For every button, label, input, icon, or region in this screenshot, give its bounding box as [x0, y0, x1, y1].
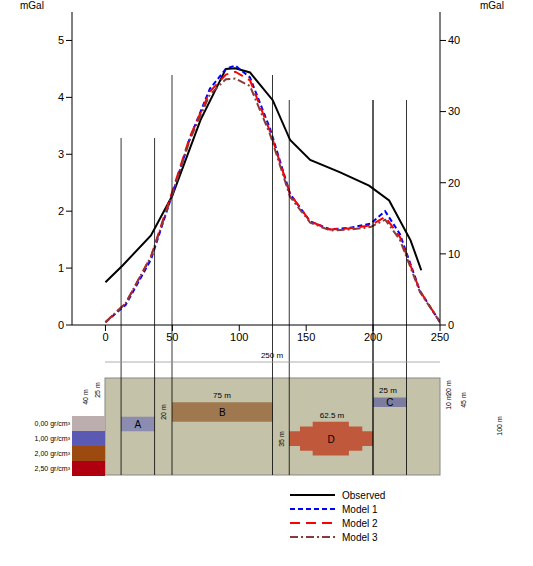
svg-text:40 m: 40 m: [82, 389, 89, 405]
svg-text:Model 2: Model 2: [342, 518, 378, 529]
svg-text:200: 200: [364, 331, 382, 343]
svg-text:3: 3: [58, 148, 64, 160]
svg-text:10: 10: [448, 248, 460, 260]
svg-text:2,00 gr/cm³: 2,00 gr/cm³: [35, 450, 71, 458]
svg-text:75 m: 75 m: [213, 391, 231, 400]
svg-text:20 m: 20 m: [160, 404, 167, 420]
svg-text:2,50 gr/cm³: 2,50 gr/cm³: [35, 465, 71, 473]
svg-text:C: C: [386, 397, 393, 408]
svg-text:5: 5: [58, 34, 64, 46]
svg-text:25 m: 25 m: [379, 386, 397, 395]
svg-text:Model 1: Model 1: [342, 504, 378, 515]
svg-text:B: B: [219, 407, 226, 418]
svg-text:mGal: mGal: [480, 0, 504, 11]
svg-text:100: 100: [230, 331, 248, 343]
svg-text:4: 4: [58, 91, 64, 103]
svg-text:45 m: 45 m: [460, 392, 467, 408]
svg-text:100 m: 100 m: [496, 416, 503, 436]
svg-text:62.5 m: 62.5 m: [320, 411, 345, 420]
svg-text:150: 150: [297, 331, 315, 343]
svg-text:2: 2: [58, 205, 64, 217]
svg-text:0,00 gr/cm³: 0,00 gr/cm³: [35, 420, 71, 428]
svg-text:250 m: 250 m: [261, 351, 284, 360]
svg-text:D: D: [328, 434, 335, 445]
svg-text:40: 40: [448, 34, 460, 46]
svg-text:20 m: 20 m: [445, 380, 452, 396]
svg-text:50: 50: [166, 331, 178, 343]
svg-text:A: A: [134, 419, 141, 430]
svg-text:1: 1: [58, 262, 64, 274]
svg-text:mGal: mGal: [20, 0, 44, 11]
svg-text:20: 20: [448, 177, 460, 189]
svg-text:30: 30: [448, 105, 460, 117]
svg-text:Observed: Observed: [342, 490, 385, 501]
svg-text:10 m: 10 m: [445, 394, 452, 410]
svg-text:Model 3: Model 3: [342, 532, 378, 543]
svg-text:0: 0: [102, 331, 108, 343]
svg-text:250: 250: [431, 331, 449, 343]
svg-text:35 m: 35 m: [278, 431, 285, 447]
svg-text:0: 0: [58, 319, 64, 331]
svg-text:0: 0: [448, 319, 454, 331]
svg-text:1,00 gr/cm³: 1,00 gr/cm³: [35, 435, 71, 443]
svg-text:25 m: 25 m: [94, 382, 101, 398]
